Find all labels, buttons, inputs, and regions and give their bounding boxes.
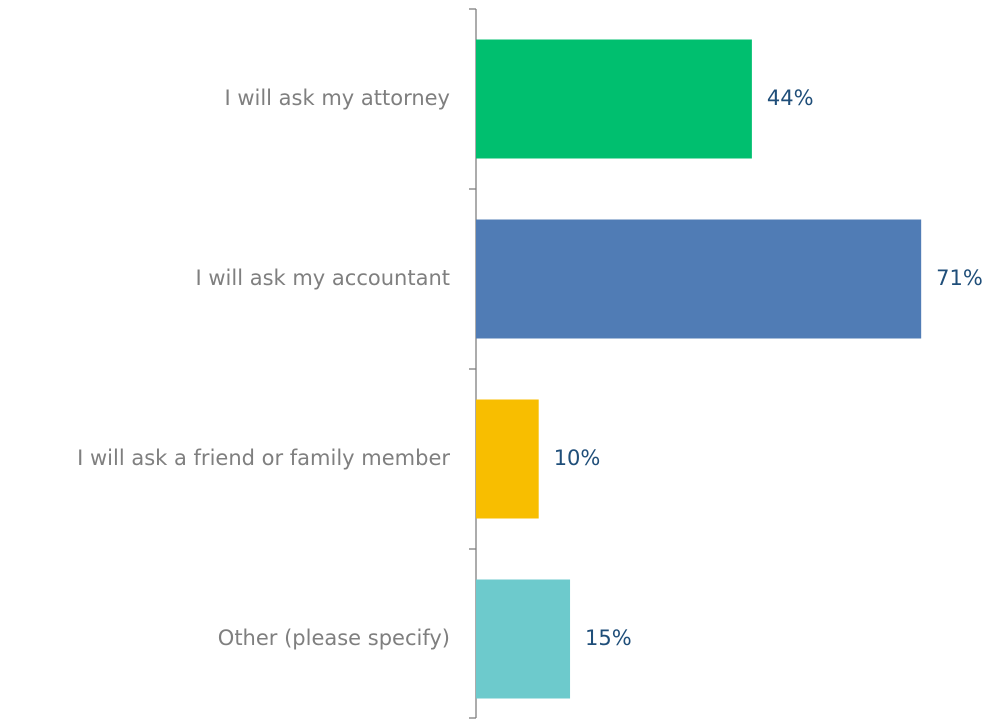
category-label: Other (please specify) xyxy=(218,626,450,650)
category-label: I will ask my attorney xyxy=(224,86,450,110)
category-label: I will ask a friend or family member xyxy=(77,446,450,470)
category-label: I will ask my accountant xyxy=(195,266,450,290)
bar xyxy=(476,219,922,339)
value-label: 15% xyxy=(585,626,632,650)
bar xyxy=(476,399,539,519)
bar xyxy=(476,39,752,159)
value-label: 10% xyxy=(554,446,601,470)
bar xyxy=(476,579,571,699)
value-label: 71% xyxy=(936,266,983,290)
value-label: 44% xyxy=(767,86,814,110)
